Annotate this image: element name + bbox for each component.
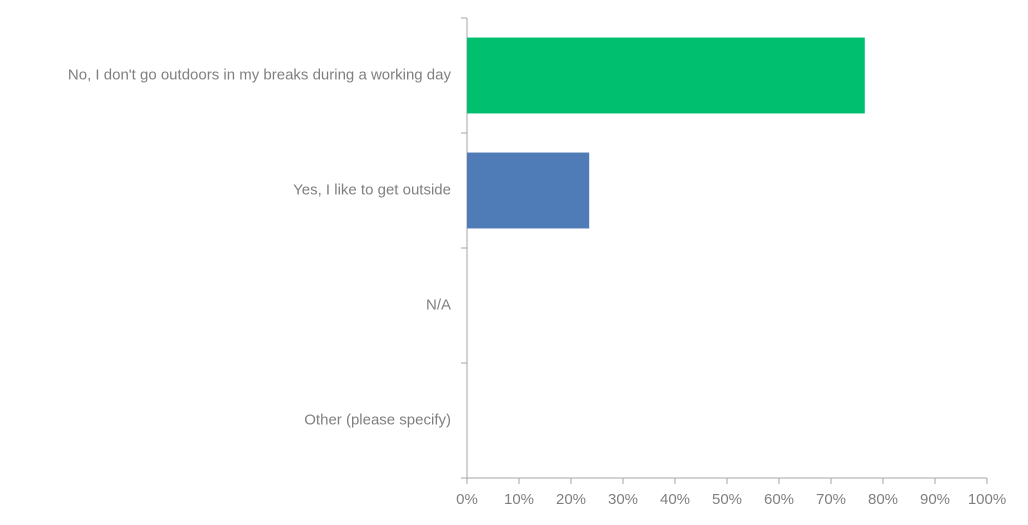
x-tick-label: 40% <box>660 491 690 508</box>
x-tick-label: 70% <box>816 491 846 508</box>
x-tick-label: 0% <box>456 491 478 508</box>
y-tick-label: Yes, I like to get outside <box>293 181 451 198</box>
x-tick-label: 20% <box>556 491 586 508</box>
y-tick-label: No, I don't go outdoors in my breaks dur… <box>68 66 452 83</box>
x-tick-label: 10% <box>504 491 534 508</box>
x-tick-label: 50% <box>712 491 742 508</box>
x-tick-label: 80% <box>868 491 898 508</box>
bar <box>467 152 590 229</box>
x-tick-label: 30% <box>608 491 638 508</box>
y-tick-label: N/A <box>426 296 451 313</box>
bar <box>467 37 865 114</box>
x-tick-label: 60% <box>764 491 794 508</box>
x-tick-label: 90% <box>920 491 950 508</box>
y-tick-label: Other (please specify) <box>304 411 451 428</box>
x-tick-label: 100% <box>968 491 1006 508</box>
